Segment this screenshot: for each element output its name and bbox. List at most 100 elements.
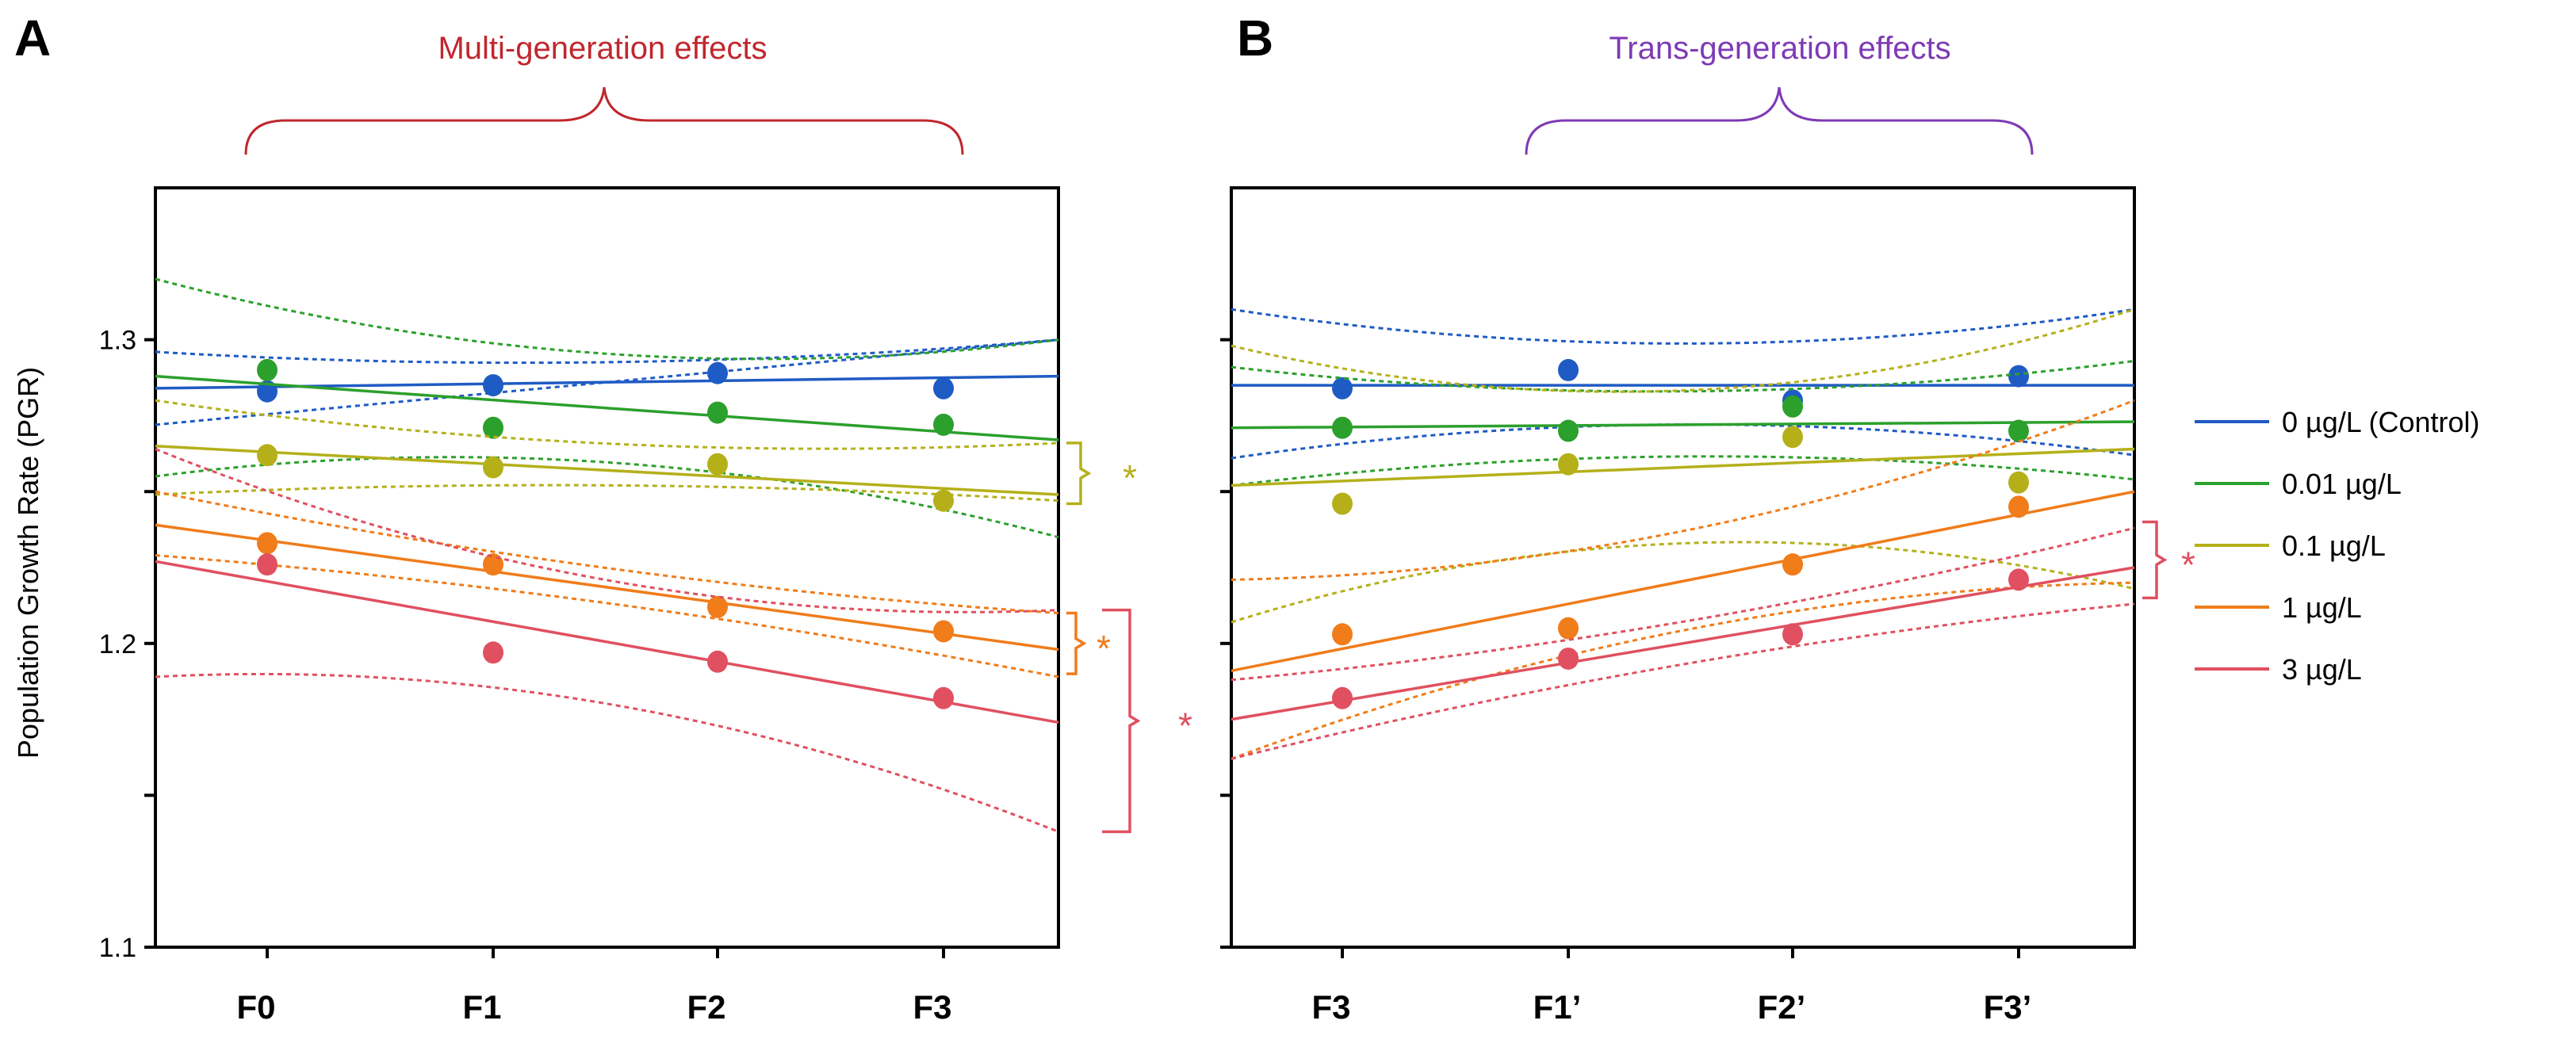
bracket-line <box>1066 611 1087 675</box>
legend-item-0-ug-l-control: 0 µg/L (Control) <box>2195 406 2480 438</box>
y-tick-label: 1.1 <box>99 933 136 963</box>
legend-label: 0 µg/L (Control) <box>2282 406 2480 438</box>
ci-band-upper <box>155 448 1059 613</box>
data-point <box>933 489 954 512</box>
data-point <box>1558 617 1579 640</box>
panel-a: A Multi-generation effects 1.1 1.2 1.3 F0 F1… <box>14 10 1060 1026</box>
ci-band-lower <box>155 672 1059 833</box>
data-point <box>1332 686 1353 709</box>
series-0-01-ug-l <box>155 277 1059 539</box>
fit-line <box>155 523 1059 652</box>
x-tick-label-f1: F1’ <box>1533 988 1582 1026</box>
fit-line <box>155 374 1059 441</box>
legend-item-0-01-ug-l: 0.01 µg/L <box>2195 468 2402 500</box>
data-point <box>933 376 954 399</box>
panel-b-brace <box>1525 86 2034 155</box>
series-0-01-ug-l <box>1231 359 2135 487</box>
data-point <box>1558 647 1579 670</box>
data-point <box>1558 358 1579 381</box>
series-0-1-ug-l <box>155 399 1059 512</box>
legend-item-1-ug-l: 1 µg/L <box>2195 591 2362 624</box>
legend-label: 3 µg/L <box>2282 653 2362 686</box>
x-tick-label-f3: F3 <box>1311 988 1350 1026</box>
data-point <box>1332 492 1353 515</box>
fit-line <box>1231 490 2135 673</box>
ci-band-upper <box>155 277 1059 361</box>
data-point <box>483 374 503 397</box>
data-point <box>1558 453 1579 476</box>
ci-band-lower <box>1231 455 2135 487</box>
data-point <box>1782 426 1803 449</box>
data-point <box>483 641 503 664</box>
data-point <box>2008 419 2029 442</box>
data-point <box>483 553 503 576</box>
ci-band-upper <box>1231 526 2135 682</box>
significance-symbol: * <box>2181 544 2195 585</box>
data-point <box>1782 395 1803 418</box>
data-point <box>257 553 278 576</box>
panel-a-letter: A <box>14 10 51 67</box>
chart-b: F3 F1’ F2’ F3’ <box>1220 186 2136 1026</box>
legend-item-0-1-ug-l: 0.1 µg/L <box>2195 529 2386 562</box>
series-1-ug-l <box>1231 399 2135 760</box>
significance-bracket-0-1-ug-l: * <box>1066 441 1137 506</box>
data-point <box>1332 376 1353 399</box>
significance-bracket-3-ug-l: * <box>1102 608 1192 834</box>
ci-band-lower <box>1231 423 2135 460</box>
x-tick-label-f3: F3’ <box>1984 988 2032 1026</box>
data-point <box>1782 553 1803 576</box>
fit-line <box>155 444 1059 496</box>
ci-band-lower <box>1231 581 2135 760</box>
data-point <box>2008 365 2029 388</box>
series-0-ug-l-control <box>155 338 1059 426</box>
data-point <box>257 444 278 467</box>
data-point <box>1782 623 1803 646</box>
series-0-1-ug-l <box>1231 308 2135 624</box>
ci-band-upper <box>1231 399 2135 581</box>
ci-band-lower <box>1231 541 2135 624</box>
ci-band-upper <box>155 490 1059 614</box>
legend-label: 1 µg/L <box>2282 591 2362 624</box>
panel-b-letter: B <box>1237 10 1273 67</box>
ci-band-lower <box>155 554 1059 678</box>
fit-line <box>1231 566 2135 721</box>
data-point <box>933 686 954 709</box>
ci-band-upper <box>1231 359 2135 393</box>
panel-b-header: Trans-generation effects <box>1609 31 1950 66</box>
legend-label: 0.1 µg/L <box>2282 529 2386 562</box>
ci-band-lower <box>1231 602 2135 760</box>
series-3-ug-l <box>155 448 1059 833</box>
fit-line <box>1231 420 2135 430</box>
ci-band-lower <box>155 483 1059 503</box>
significance-symbol: * <box>1123 457 1137 499</box>
fit-line <box>155 560 1059 724</box>
ci-band-upper <box>155 338 1059 365</box>
plot-frame <box>1230 186 2136 949</box>
panel-b: B Trans-generation effects F3 F1’ F2’ F3’ <box>1220 10 2136 1026</box>
data-point <box>2008 568 2029 591</box>
significance-bracket-3-ug-l: * <box>2142 520 2195 600</box>
x-tick-label-f0: F0 <box>236 988 275 1026</box>
significance-symbol: * <box>1097 628 1111 669</box>
ci-band-lower <box>155 456 1059 539</box>
y-tick-label: 1.3 <box>99 326 136 356</box>
y-axis-label: Population Growth Rate (PGR) <box>12 367 44 759</box>
legend-item-3-ug-l: 3 µg/L <box>2195 653 2362 686</box>
data-point <box>933 413 954 436</box>
x-tick-label-f2: F2 <box>687 988 725 1026</box>
data-point <box>707 453 728 476</box>
x-tick-label-f2: F2’ <box>1758 988 1806 1026</box>
data-point <box>707 650 728 673</box>
data-point <box>483 456 503 479</box>
bracket-line <box>1102 608 1141 834</box>
legend-label: 0.01 µg/L <box>2282 468 2402 500</box>
series-3-ug-l <box>1231 526 2135 760</box>
data-point <box>1332 623 1353 646</box>
data-point <box>707 595 728 618</box>
series-0-ug-l-control <box>1231 308 2135 460</box>
data-point <box>1332 416 1353 439</box>
chart-a: 1.1 1.2 1.3 F0 F1 F2 F3 <box>99 186 1060 1026</box>
x-tick-label-f3: F3 <box>913 988 951 1026</box>
significance-symbol: * <box>1178 705 1192 747</box>
